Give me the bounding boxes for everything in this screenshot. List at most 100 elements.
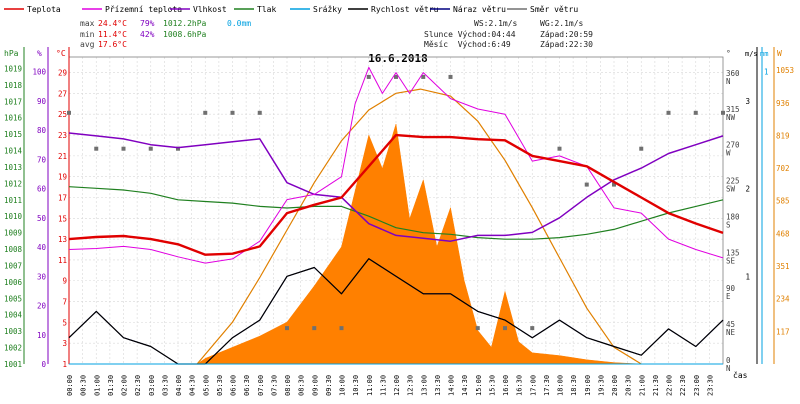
- degc-tick-label: 25: [58, 110, 67, 119]
- x-tick-label: 02:30: [134, 375, 142, 396]
- x-tick-label: 04:00: [175, 375, 183, 396]
- x-tick-label: 11:00: [366, 375, 374, 396]
- degc-tick-label: 17: [58, 193, 67, 202]
- hpa-tick-label: 1008: [4, 245, 23, 254]
- wind-direction-point: [339, 326, 344, 331]
- degc-tick-label: 23: [58, 131, 67, 140]
- dir-compass-label: SW: [726, 185, 736, 194]
- wm2-unit-label: W: [777, 49, 782, 58]
- stats-max-temp: 24.4°C: [98, 19, 127, 28]
- x-tick-label: 01:30: [107, 375, 115, 396]
- x-tick-label: 00:00: [66, 375, 74, 396]
- x-tick-label: 00:30: [80, 375, 88, 396]
- x-tick-label: 02:00: [121, 375, 129, 396]
- wind-direction-point: [448, 74, 453, 79]
- x-tick-label: 05:30: [216, 375, 224, 396]
- info-sun: Slunce Východ:04:44: [424, 30, 516, 39]
- x-tick-label: 04:30: [189, 375, 197, 396]
- dir-tick-label: 0: [726, 356, 731, 365]
- grid: [68, 57, 723, 365]
- dir-tick-label: 315: [726, 105, 740, 114]
- x-tick-label: 13:00: [420, 375, 428, 396]
- wind-direction-point: [203, 110, 208, 115]
- hpa-tick-label: 1006: [4, 278, 23, 287]
- x-tick-label: 16:00: [502, 375, 510, 396]
- x-tick-label: 11:30: [379, 375, 387, 396]
- x-tick-label: 09:00: [311, 375, 319, 396]
- ms-tick-label: 3: [745, 97, 750, 106]
- dir-tick-label: 225: [726, 177, 740, 186]
- wind-direction-point: [693, 110, 698, 115]
- x-tick-label: 23:00: [693, 375, 701, 396]
- degc-tick-label: 5: [62, 318, 67, 327]
- wind-direction-point: [639, 146, 644, 151]
- mm-unit-label: mm: [760, 50, 768, 58]
- legend-label: Náraz větru: [453, 5, 506, 14]
- x-tick-label: 10:00: [339, 375, 347, 396]
- wind-direction-point: [584, 182, 589, 187]
- degc-tick-label: 15: [58, 214, 67, 223]
- x-tick-label: 17:00: [529, 375, 537, 396]
- series-theoretical-radiation: [196, 88, 642, 365]
- stats-max-hum: 79%: [140, 19, 155, 28]
- wind-direction-point: [257, 110, 262, 115]
- x-tick-label: 05:00: [202, 375, 210, 396]
- ms-unit-label: m/s: [745, 50, 758, 58]
- degc-tick-label: 9: [62, 277, 67, 286]
- pct-tick-label: 70: [37, 155, 47, 164]
- legend-label: Srážky: [313, 5, 342, 14]
- hpa-tick-label: 1012: [4, 179, 22, 188]
- wind-direction-point: [285, 326, 289, 331]
- x-tick-label: 16:30: [516, 375, 524, 396]
- wind-direction-point: [94, 146, 99, 151]
- dir-compass-label: N: [726, 364, 731, 373]
- info-moon: Měsíc Východ:6:49: [424, 40, 511, 49]
- x-tick-label: 09:30: [325, 375, 333, 396]
- degc-tick-label: 11: [58, 256, 67, 265]
- dir-compass-label: E: [726, 292, 731, 301]
- chart-title: 16.6.2018: [368, 52, 428, 65]
- x-tick-label: 07:00: [257, 375, 265, 396]
- legend-label: Přízemní teplota: [105, 5, 182, 14]
- degc-tick-label: 21: [58, 152, 67, 161]
- x-tick-label: 22:30: [679, 375, 687, 396]
- x-tick-label: 18:30: [570, 375, 578, 396]
- hpa-tick-label: 1011: [4, 196, 22, 205]
- dir-compass-label: NW: [726, 113, 736, 122]
- x-tick-label: 17:30: [543, 375, 551, 396]
- hpa-tick-label: 1019: [4, 64, 22, 73]
- x-tick-label: 21:30: [652, 375, 660, 396]
- stats-avg-temp: 17.6°C: [98, 40, 127, 49]
- series-temperature: [68, 133, 724, 256]
- dir-compass-label: NE: [726, 328, 736, 337]
- legend-label: Teplota: [27, 5, 61, 14]
- dir-tick-label: 270: [726, 141, 740, 150]
- dir-compass-label: W: [726, 149, 731, 158]
- pct-tick-label: 80: [37, 126, 47, 135]
- degc-tick-label: 19: [58, 173, 67, 182]
- mm-tick-label: 1: [764, 68, 769, 77]
- dir-tick-label: 90: [726, 284, 736, 293]
- degc-tick-label: 27: [58, 89, 67, 98]
- info-ws: WS:2.1m/s: [474, 19, 518, 28]
- degc-tick-label: 13: [58, 235, 67, 244]
- x-tick-label: 12:30: [407, 375, 415, 396]
- x-tick-label: 01:00: [93, 375, 101, 396]
- wm2-tick-label: 117: [776, 327, 790, 336]
- wind-direction-point: [176, 146, 180, 151]
- stats-min-temp: 11.4°C: [98, 30, 127, 39]
- wm2-tick-label: 468: [776, 229, 790, 238]
- x-tick-label: 19:30: [597, 375, 605, 396]
- x-tick-label: 03:30: [161, 375, 169, 396]
- dir-compass-label: S: [726, 220, 731, 229]
- wm2-tick-label: 585: [776, 197, 790, 206]
- degc-tick-label: 3: [62, 339, 67, 348]
- wind-direction-point: [121, 146, 126, 151]
- x-tick-label: 15:00: [475, 375, 483, 396]
- pct-tick-label: 40: [37, 243, 47, 252]
- legend-label: Rychlost větru: [371, 5, 439, 14]
- info-panel: WS:2.1m/s WG:2.1m/s Slunce Východ:04:44 …: [424, 19, 593, 49]
- pct-tick-label: 100: [32, 68, 46, 77]
- info-moonset: Západ:22:30: [540, 40, 593, 49]
